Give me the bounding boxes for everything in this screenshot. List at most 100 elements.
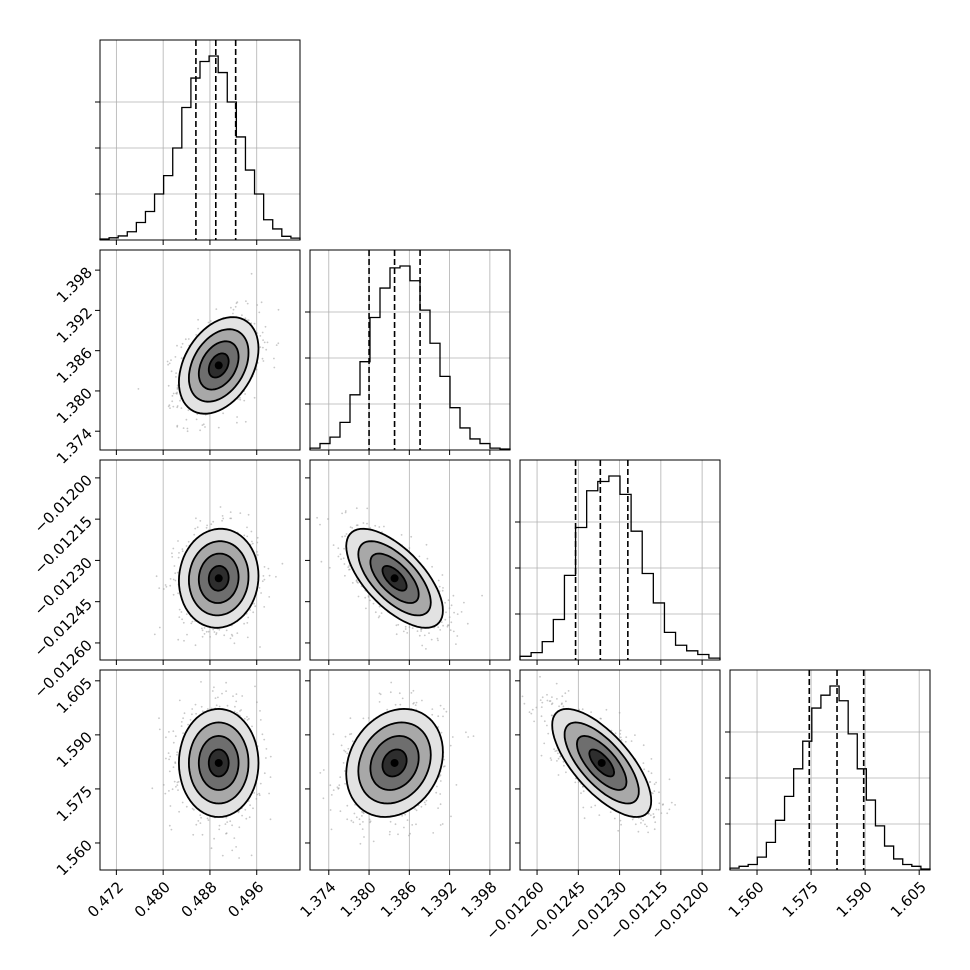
- scatter-point: [355, 816, 358, 819]
- scatter-point: [353, 812, 356, 815]
- scatter-point: [181, 342, 184, 345]
- contour-line: [369, 552, 420, 604]
- scatter-point: [389, 820, 392, 823]
- scatter-point: [166, 360, 169, 363]
- scatter-point: [237, 811, 240, 814]
- scatter-point: [657, 808, 660, 811]
- scatter-point: [244, 808, 247, 811]
- scatter-point: [344, 782, 346, 785]
- scatter-point: [277, 342, 280, 345]
- contours: [345, 527, 444, 629]
- scatter-point: [258, 794, 261, 797]
- scatter-point: [397, 833, 399, 836]
- scatter-point: [234, 705, 236, 708]
- scatter-point: [414, 704, 417, 706]
- scatter-point: [176, 784, 179, 786]
- scatter-point: [250, 854, 253, 857]
- scatter-point: [425, 799, 428, 802]
- scatter-point: [408, 626, 411, 628]
- scatter-point: [259, 335, 262, 337]
- scatter-point: [341, 512, 343, 515]
- scatter-point: [180, 357, 183, 360]
- scatter-point: [199, 814, 202, 816]
- scatter-point: [239, 398, 242, 401]
- scatter-point: [201, 627, 203, 630]
- scatter-point: [268, 792, 270, 795]
- scatter-point: [437, 726, 440, 728]
- scatter-point: [263, 578, 266, 581]
- scatter-point: [653, 790, 656, 792]
- scatter-point: [344, 535, 346, 537]
- scatter-point: [253, 396, 256, 399]
- scatter-point: [590, 711, 592, 713]
- density-peak: [214, 574, 223, 583]
- scatter-point: [450, 621, 453, 624]
- scatter-point: [177, 789, 179, 791]
- contours: [177, 316, 260, 415]
- scatter-point: [436, 785, 438, 788]
- scatter-point: [273, 357, 275, 360]
- scatter-point: [361, 810, 363, 813]
- scatter-point: [170, 359, 172, 361]
- density-peak: [214, 361, 223, 370]
- scatter-point: [369, 820, 372, 823]
- scatter-point: [245, 817, 248, 820]
- scatter-point: [200, 681, 202, 683]
- scatter-point: [225, 681, 228, 684]
- scatter-point: [268, 596, 271, 598]
- scatter-point: [258, 792, 261, 795]
- scatter-point: [212, 628, 215, 631]
- scatter-point: [196, 413, 199, 416]
- scatter-point: [262, 346, 264, 349]
- scatter-point: [339, 553, 342, 556]
- scatter-point: [165, 736, 167, 739]
- scatter-point: [449, 629, 452, 631]
- scatter-point: [236, 421, 238, 424]
- scatter-point: [195, 334, 198, 336]
- scatter-point: [444, 618, 447, 621]
- scatter-point: [441, 574, 444, 576]
- scatter-point: [259, 346, 262, 348]
- scatter-point: [179, 399, 181, 402]
- scatter-point: [209, 636, 212, 638]
- contour-panel-1-0: [95, 249, 301, 455]
- scatter-point: [158, 626, 161, 629]
- contour-line: [197, 552, 240, 604]
- panel-frame: [99, 39, 301, 241]
- scatter-point: [414, 808, 416, 810]
- contour-line: [357, 721, 432, 805]
- scatter-point: [337, 555, 340, 558]
- scatter-point: [243, 717, 246, 720]
- scatter-point: [378, 605, 381, 608]
- scatter-point: [253, 322, 256, 325]
- scatter-point: [383, 525, 385, 528]
- scatter-point: [306, 821, 308, 823]
- scatter-point: [269, 755, 272, 758]
- scatter-point: [374, 524, 377, 527]
- scatter-point: [399, 703, 402, 706]
- scatter-point: [224, 823, 227, 825]
- scatter-point: [344, 750, 347, 753]
- scatter-point: [460, 611, 463, 613]
- scatter-point: [199, 520, 202, 522]
- scatter-point: [366, 507, 369, 510]
- scatter-point: [440, 621, 443, 623]
- scatter-point: [231, 849, 234, 852]
- scatter-point: [281, 562, 284, 565]
- scatter-point: [455, 784, 458, 786]
- scatter-point: [390, 681, 393, 684]
- scatter-point: [231, 635, 234, 637]
- scatter-point: [247, 319, 250, 322]
- scatter-point: [328, 566, 331, 569]
- scatter-point: [233, 837, 236, 839]
- scatter-point: [178, 552, 180, 554]
- scatter-point: [348, 564, 351, 567]
- scatter-point: [408, 547, 411, 549]
- scatter-point: [252, 611, 255, 614]
- scatter-point: [424, 803, 427, 806]
- scatter-point: [249, 609, 252, 611]
- scatter-point: [330, 828, 333, 831]
- scatter-point: [259, 719, 262, 721]
- scatter-point: [171, 556, 174, 558]
